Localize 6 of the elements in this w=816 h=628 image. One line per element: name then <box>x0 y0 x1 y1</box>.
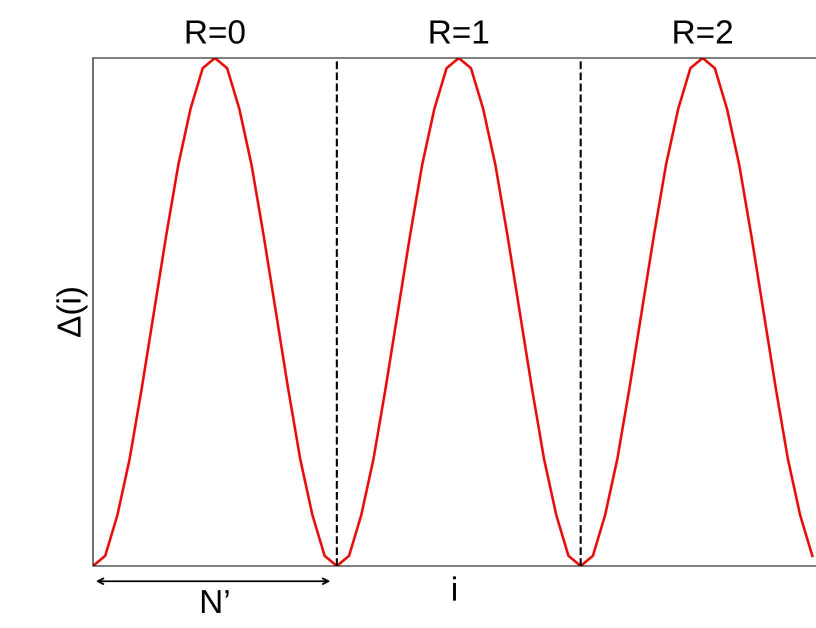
text: R=0 <box>186 20 245 44</box>
text: R=1 <box>430 20 488 44</box>
x-axis-title: i <box>453 576 456 601</box>
y-axis-title: Δ(i) <box>56 288 88 337</box>
text: R=2 <box>674 20 732 44</box>
text: N’ <box>202 590 229 614</box>
